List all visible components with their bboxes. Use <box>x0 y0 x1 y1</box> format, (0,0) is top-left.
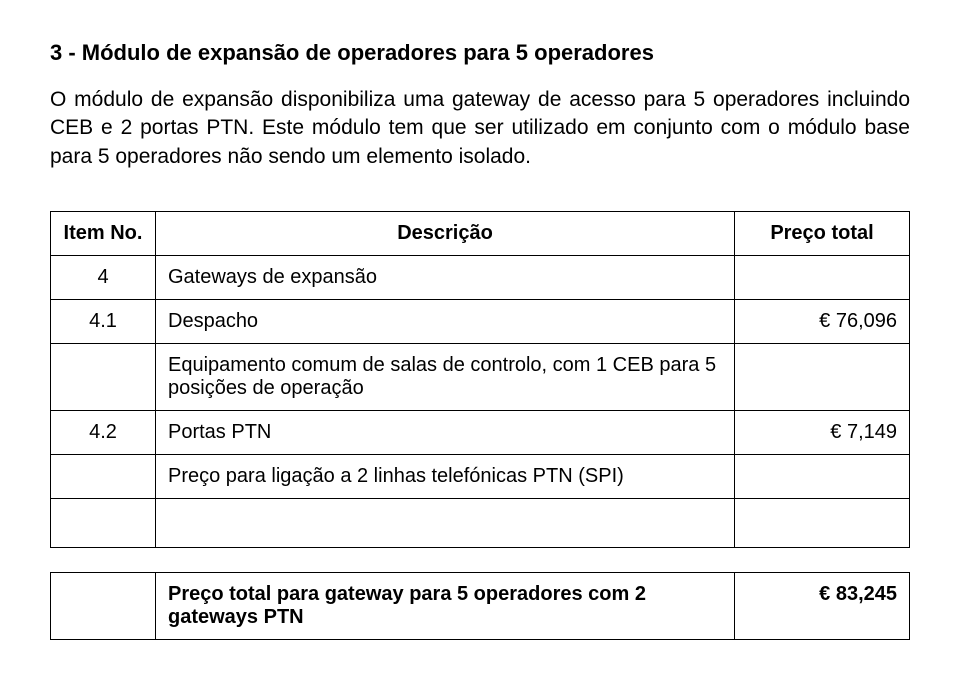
cell-no <box>51 455 156 499</box>
cell-no: 4.2 <box>51 411 156 455</box>
header-desc: Descrição <box>156 212 735 256</box>
cell-no: 4 <box>51 256 156 300</box>
table-gap-row <box>51 548 910 573</box>
table-row: 4 Gateways de expansão <box>51 256 910 300</box>
cell-empty <box>51 499 156 548</box>
cell-no: 4.1 <box>51 300 156 344</box>
cell-price: € 7,149 <box>735 411 910 455</box>
table-row: 4.2 Portas PTN € 7,149 <box>51 411 910 455</box>
table-row: 4.1 Despacho € 76,096 <box>51 300 910 344</box>
cell-price <box>735 344 910 411</box>
cell-no <box>51 344 156 411</box>
header-item-no: Item No. <box>51 212 156 256</box>
cell-price <box>735 256 910 300</box>
table-header-row: Item No. Descrição Preço total <box>51 212 910 256</box>
pricing-table: Item No. Descrição Preço total 4 Gateway… <box>50 211 910 640</box>
table-total-row: Preço total para gateway para 5 operador… <box>51 573 910 640</box>
header-price: Preço total <box>735 212 910 256</box>
cell-price: € 76,096 <box>735 300 910 344</box>
table-spacer-row <box>51 499 910 548</box>
cell-desc: Preço para ligação a 2 linhas telefónica… <box>156 455 735 499</box>
cell-empty <box>156 499 735 548</box>
cell-price <box>735 455 910 499</box>
cell-empty <box>735 499 910 548</box>
cell-desc: Gateways de expansão <box>156 256 735 300</box>
cell-desc: Despacho <box>156 300 735 344</box>
intro-paragraph: O módulo de expansão disponibiliza uma g… <box>50 86 910 171</box>
cell-total-desc: Preço total para gateway para 5 operador… <box>156 573 735 640</box>
cell-desc: Portas PTN <box>156 411 735 455</box>
table-row: Preço para ligação a 2 linhas telefónica… <box>51 455 910 499</box>
cell-desc: Equipamento comum de salas de controlo, … <box>156 344 735 411</box>
cell-total-price: € 83,245 <box>735 573 910 640</box>
cell-no <box>51 573 156 640</box>
section-title: 3 - Módulo de expansão de operadores par… <box>50 40 910 66</box>
table-row: Equipamento comum de salas de controlo, … <box>51 344 910 411</box>
